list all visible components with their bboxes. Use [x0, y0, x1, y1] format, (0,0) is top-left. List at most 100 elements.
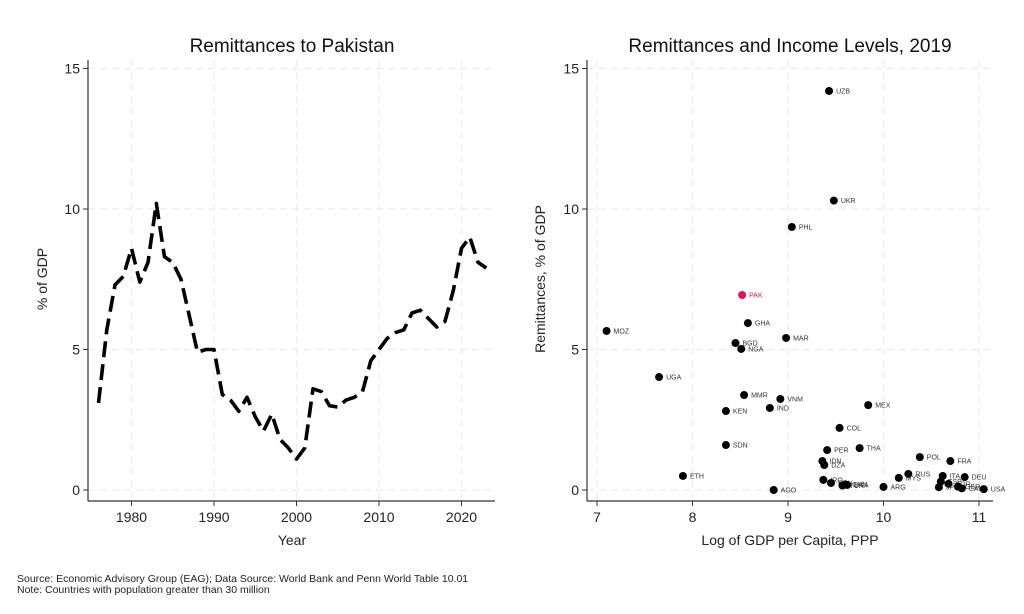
- point-marker-tha: [855, 444, 864, 453]
- point-marker-pak: [738, 290, 747, 299]
- scatter-point-col: COL: [835, 423, 862, 432]
- scatter-point-uga: UGA: [655, 373, 682, 382]
- right-xtick-label-11: 11: [972, 509, 987, 525]
- scatter-point-pol: POL: [915, 453, 941, 462]
- point-marker-bra: [843, 480, 852, 489]
- point-marker-irq: [819, 475, 828, 484]
- point-marker-phl: [787, 222, 796, 231]
- scatter-point-arg: ARG: [879, 482, 906, 491]
- point-label-mmr: MMR: [751, 393, 768, 400]
- left-y-axis-label: % of GDP: [34, 248, 50, 310]
- point-label-phl: PHL: [799, 224, 813, 231]
- income-remittances-scatter-chart: Remittances and Income Levels, 2019 0 5 10…: [532, 36, 1005, 548]
- point-label-ukr: UKR: [841, 198, 856, 205]
- right-tick-labels: 0 5 10 15 7 8 9 10 11: [563, 61, 986, 526]
- point-label-ago: AGO: [781, 488, 797, 495]
- right-ytick-label-0: 0: [571, 482, 579, 498]
- point-marker-can: [957, 484, 966, 493]
- point-label-ken: KEN: [733, 409, 747, 416]
- point-marker-mex: [864, 401, 873, 410]
- left-tick-labels: 0 5 10 15 1980 1990 2000 2010 2020: [64, 61, 477, 526]
- point-label-idn: IDN: [829, 459, 841, 466]
- point-marker-dza: [820, 460, 829, 469]
- point-marker-deu: [960, 473, 969, 482]
- scatter-point-bra: BRA: [843, 480, 869, 489]
- scatter-point-dza: DZA: [820, 460, 846, 469]
- point-marker-pol: [915, 453, 924, 462]
- scatter-point-vnm: VNM: [776, 394, 803, 403]
- point-label-can: CAN: [969, 486, 984, 493]
- left-ytick-label-0: 0: [72, 482, 80, 498]
- pakistan-remittances-line-chart: Remittances to Pakistan 0 5 10 15 1980 1990 20…: [34, 36, 495, 548]
- right-xtick-label-7: 7: [593, 509, 601, 525]
- right-chart-title: Remittances and Income Levels, 2019: [628, 36, 951, 57]
- point-marker-col: [835, 423, 844, 432]
- point-marker-nga: [737, 344, 746, 353]
- point-marker-fra: [946, 457, 955, 466]
- point-marker-ken: [721, 407, 730, 416]
- point-label-usa: USA: [991, 487, 1006, 494]
- point-marker-moz: [602, 326, 611, 335]
- right-axes: [582, 60, 993, 506]
- point-label-bgd: BGD: [742, 341, 757, 348]
- point-marker-eth: [678, 471, 687, 480]
- point-marker-ago: [769, 486, 778, 494]
- scatter-point-tha: THA: [855, 444, 881, 453]
- point-marker-kor: [944, 479, 953, 488]
- point-marker-ukr: [829, 196, 838, 205]
- point-label-dza: DZA: [831, 462, 845, 469]
- point-marker-sdn: [721, 441, 730, 450]
- scatter-point-per: PER: [823, 446, 849, 455]
- right-ytick-label-15: 15: [563, 61, 579, 77]
- series-line-pakistan: [96, 201, 488, 461]
- scatter-point-mmr: MMR: [740, 391, 768, 400]
- scatter-point-fra: FRA: [946, 457, 972, 466]
- scatter-point-uzb: UZB: [825, 86, 850, 95]
- point-marker-egy: [826, 478, 835, 487]
- scatter-point-ago: AGO: [769, 486, 797, 495]
- left-ytick-label-5: 5: [72, 342, 80, 358]
- scatter-point-rus: RUS: [904, 469, 930, 478]
- left-xtick-label-2000: 2000: [281, 509, 312, 525]
- right-xtick-label-10: 10: [876, 509, 892, 525]
- point-label-chn: CHN: [852, 482, 867, 489]
- point-label-rus: RUS: [915, 471, 930, 478]
- scatter-point-phl: PHL: [787, 222, 813, 231]
- point-label-gbr: GBR: [965, 484, 980, 491]
- point-label-mex: MEX: [875, 403, 891, 410]
- left-gridlines: [88, 60, 495, 501]
- point-label-nga: NGA: [748, 346, 764, 353]
- right-ytick-label-5: 5: [571, 342, 579, 358]
- point-marker-usa: [979, 485, 988, 494]
- point-label-per: PER: [834, 448, 848, 455]
- point-label-uzb: UZB: [836, 88, 850, 95]
- point-label-fra: FRA: [957, 459, 971, 466]
- scatter-point-deu: DEU: [960, 473, 986, 482]
- scatter-point-ken: KEN: [721, 407, 747, 416]
- population-note: Note: Countries with population greater …: [17, 584, 270, 596]
- point-marker-rus: [904, 469, 913, 478]
- scatter-point-ind: IND: [765, 403, 789, 412]
- point-label-irq: IRQ: [830, 477, 843, 484]
- point-label-vnm: VNM: [787, 396, 803, 403]
- left-axes: [83, 60, 495, 506]
- scatter-point-mar: MAR: [782, 333, 809, 342]
- scatter-point-jpn: JPN: [934, 483, 959, 492]
- left-series: [96, 201, 488, 461]
- scatter-point-sdn: SDN: [721, 441, 748, 450]
- point-marker-mys: [894, 473, 903, 482]
- scatter-point-usa: USA: [979, 485, 1006, 494]
- left-xtick-label-1990: 1990: [198, 509, 229, 525]
- point-marker-arg: [879, 482, 888, 491]
- point-label-col: COL: [847, 425, 862, 432]
- scatter-point-mex: MEX: [864, 401, 891, 410]
- point-marker-ind: [765, 403, 774, 412]
- scatter-point-mys: MYS: [894, 473, 921, 482]
- left-xtick-label-2020: 2020: [446, 509, 477, 525]
- point-marker-gha: [743, 319, 752, 328]
- point-label-ind: IND: [777, 405, 789, 412]
- right-xtick-label-9: 9: [784, 509, 792, 525]
- point-label-tha: THA: [867, 446, 881, 453]
